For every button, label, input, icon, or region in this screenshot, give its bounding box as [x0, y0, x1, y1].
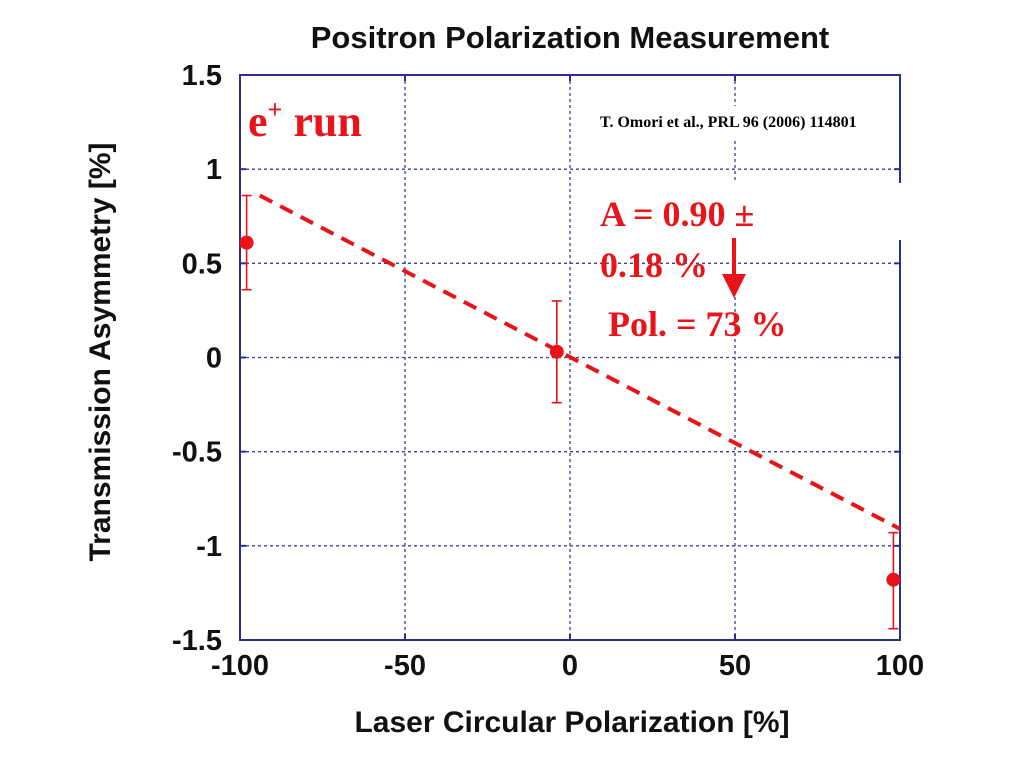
- x-tick-labels: -100 -50 0 50 100: [211, 650, 924, 682]
- y-tick-label: -1: [196, 531, 222, 563]
- y-tick-label: 0.5: [182, 248, 222, 280]
- x-tick-label: 100: [876, 650, 924, 682]
- polarization-result: Pol. = 73 %: [608, 304, 787, 344]
- x-tick-label: -50: [384, 650, 426, 682]
- y-tick-label: -1.5: [172, 625, 222, 657]
- run-label-superscript: +: [268, 95, 283, 124]
- asymmetry-line-1: A = 0.90 ±: [600, 194, 754, 234]
- result-box: [596, 183, 902, 240]
- fit-line: [258, 193, 901, 531]
- data-points: [239, 194, 901, 630]
- run-label-suffix: run: [282, 97, 361, 146]
- y-tick-label: 0: [206, 343, 222, 375]
- y-tick-label: 1.5: [182, 60, 222, 92]
- asymmetry-line-2: 0.18 %: [600, 245, 708, 285]
- y-tick-label: -0.5: [172, 437, 222, 469]
- data-point: [549, 344, 564, 359]
- x-axis-label: Laser Circular Polarization [%]: [354, 706, 789, 739]
- x-tick-label: 50: [719, 650, 751, 682]
- y-tick-labels: 1.5 1 0.5 0 -0.5 -1 -1.5: [172, 60, 222, 657]
- y-axis-label: Transmission Asymmetry [%]: [84, 142, 117, 561]
- data-point: [886, 572, 901, 587]
- down-arrow-icon: [722, 238, 746, 298]
- x-tick-label: -100: [211, 650, 269, 682]
- run-label: e+ run: [248, 95, 362, 146]
- fit-line-group: [258, 193, 901, 531]
- chart-title: Positron Polarization Measurement: [311, 20, 830, 55]
- citation-box: [592, 106, 898, 138]
- y-tick-label: 1: [206, 154, 222, 186]
- citation-text: T. Omori et al., PRL 96 (2006) 114801: [600, 114, 857, 131]
- grid-lines: [240, 75, 900, 640]
- run-label-box: [244, 96, 398, 148]
- data-point: [239, 235, 254, 250]
- run-label-base: e: [248, 97, 268, 146]
- axis-frame: [239, 74, 901, 641]
- x-tick-label: 0: [562, 650, 578, 682]
